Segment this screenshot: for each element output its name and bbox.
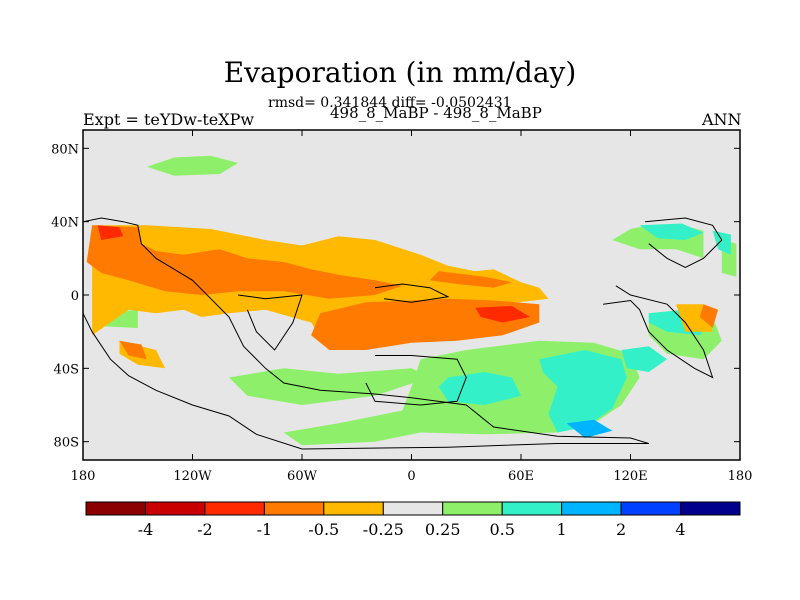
colorbar-label-2: -1 (257, 520, 273, 539)
colorbar-label-7: 1 (557, 520, 567, 539)
y-tick-label-2: 0 (71, 289, 79, 304)
contour-region-22 (699, 304, 719, 328)
x-tick-label-0: 180 (71, 469, 96, 484)
colorbar-label-0: -4 (138, 520, 154, 539)
contour-region-0 (146, 155, 239, 176)
coastline-3 (374, 283, 450, 303)
colorbar-label-1: -2 (197, 520, 213, 539)
x-tick-label-2: 60W (287, 469, 318, 484)
colorbar-box-5 (382, 501, 444, 516)
experiment-label: Expt = teYDw-teXPw (83, 110, 255, 129)
map-title: Evaporation (in mm/day) (223, 56, 577, 89)
contour-region-12 (639, 223, 704, 240)
y-tick-label-1: 40N (51, 216, 79, 231)
x-tick-label-5: 120E (613, 469, 647, 484)
contour-region-24 (475, 306, 531, 323)
y-tick-label-0: 80N (51, 142, 79, 157)
colorbar-box-0 (85, 501, 146, 516)
colorbar-box-6 (442, 501, 503, 516)
case-label: 498_8_MaBP - 498_8_MaBP (330, 104, 542, 122)
colorbar-box-9 (620, 501, 682, 516)
colorbar-box-2 (204, 501, 265, 516)
stats-label: rmsd= 0.341844 diff= -0.0502431 (268, 95, 512, 111)
y-tick-label-4: 80S (54, 436, 79, 451)
colorbar-label-3: -0.5 (308, 520, 339, 539)
contour-region-21 (119, 340, 147, 360)
contour-region-13 (712, 230, 731, 255)
season-label: ANN (702, 110, 742, 129)
axis-ticks: 180 120W 60W 0 60E 120E 180 80N 40N 0 40S 80S (51, 130, 752, 484)
coastlines (83, 217, 723, 450)
colorbar-box-10 (680, 501, 741, 516)
colorbar-label-8: 2 (616, 520, 626, 539)
contour-region-18 (86, 225, 403, 299)
contour-region-10 (621, 346, 667, 372)
colorbar-label-6: 0.5 (489, 520, 514, 539)
colorbar-box-3 (263, 501, 325, 516)
x-tick-label-3: 0 (407, 469, 415, 484)
x-tick-label-6: 180 (728, 469, 753, 484)
colorbar-label-9: 4 (675, 520, 685, 539)
coastline-1 (238, 294, 303, 351)
contour-region-8 (438, 372, 521, 405)
x-tick-label-1: 120W (173, 469, 212, 484)
coastline-5 (645, 217, 723, 269)
colorbar-label-5: 0.25 (425, 520, 461, 539)
colorbar-box-8 (561, 501, 622, 516)
contour-region-3 (229, 368, 430, 405)
contour-region-23 (97, 225, 124, 240)
coastline-4 (603, 285, 714, 379)
colorbar-box-7 (501, 501, 563, 516)
colorbar-label-4: -0.25 (363, 520, 404, 539)
coastline-2 (365, 355, 467, 406)
colorbar: -4 -2 -1 -0.5 -0.25 0.25 0.5 1 2 4 (85, 501, 741, 539)
colorbar-box-1 (145, 501, 206, 516)
x-tick-label-4: 60E (508, 469, 534, 484)
contour-fills (86, 155, 737, 446)
contour-region-20 (429, 271, 512, 288)
colorbar-box-4 (323, 501, 384, 516)
coastline-0 (83, 217, 649, 450)
contour-region-14 (566, 419, 613, 438)
y-tick-label-3: 40S (54, 362, 79, 377)
contour-region-9 (539, 350, 627, 433)
